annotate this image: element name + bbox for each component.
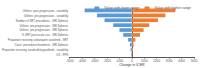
svg-text:-1000: -1000	[116, 59, 124, 63]
svg-text:Proportion receiving sorafenib: Proportion receiving sorafenib/regorafen…	[2, 48, 69, 52]
svg-text:Utilities: post-progression -: Utilities: post-progression - variabilit…	[23, 8, 69, 12]
svg-text:Costs: procedures/treatment -: Costs: procedures/treatment - SIR-Sphere…	[14, 43, 68, 47]
svg-text:Utilities: pre-progression - S: Utilities: pre-progression - SIR-Spheres	[20, 23, 69, 27]
svg-text:1000: 1000	[141, 59, 148, 63]
svg-text:Value with higher range: Value with higher range	[154, 6, 191, 10]
svg-text:4000: 4000	[178, 59, 185, 63]
svg-text:-5000: -5000	[66, 59, 74, 63]
svg-text:Proportion receiving subsequen: Proportion receiving subsequent sorafeni…	[8, 38, 69, 42]
svg-text:-3000: -3000	[91, 59, 99, 63]
svg-text:-4000: -4000	[78, 59, 86, 63]
svg-text:% SRT post-acute use - SIR-Sph: % SRT post-acute use - SIR-Spheres	[22, 33, 69, 37]
svg-text:Utilities: pre-progression - S: Utilities: pre-progression - SIR-Spheres	[20, 28, 69, 32]
svg-text:Value with lower range: Value with lower range	[104, 6, 139, 10]
svg-text:0: 0	[131, 59, 133, 63]
svg-text:Utilities: pre-progression - v: Utilities: pre-progression - variability	[24, 13, 69, 17]
svg-text:Change in ICER: Change in ICER	[119, 63, 145, 67]
svg-text:5000: 5000	[191, 59, 198, 63]
svg-text:-2000: -2000	[103, 59, 111, 63]
svg-text:Number of SRT procedures - SIR: Number of SRT procedures - SIR-Spheres	[16, 18, 69, 22]
svg-text:3000: 3000	[166, 59, 173, 63]
svg-text:OS - PPS: OS - PPS	[56, 53, 68, 57]
svg-text:2000: 2000	[153, 59, 160, 63]
